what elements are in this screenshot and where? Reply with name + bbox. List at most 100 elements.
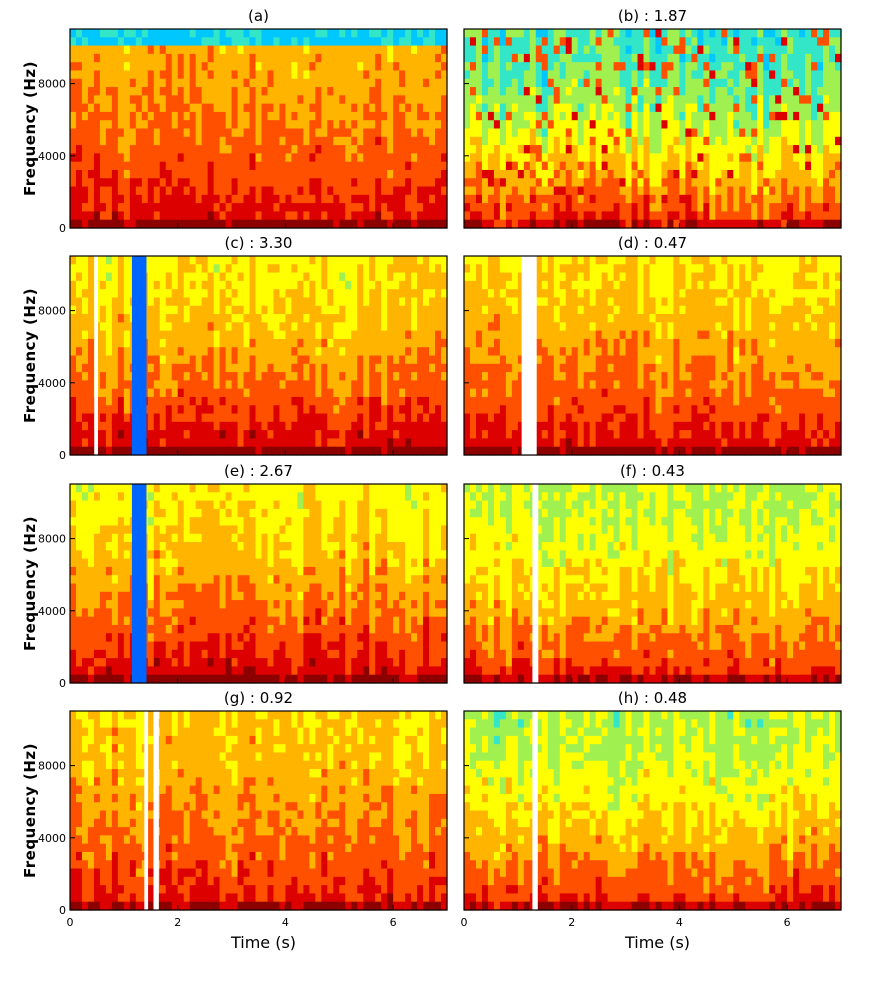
heatmap-cell <box>345 136 352 146</box>
heatmap-cell <box>399 289 406 299</box>
heatmap-cell <box>475 264 483 274</box>
heatmap-cell <box>405 396 412 406</box>
heatmap-cell <box>703 78 710 88</box>
heatmap-cell <box>351 388 358 398</box>
heatmap-cell <box>231 203 239 213</box>
heatmap-cell <box>117 446 125 456</box>
heatmap-cell <box>441 388 448 398</box>
heatmap-cell <box>327 413 334 423</box>
heatmap-cell <box>441 194 448 204</box>
heatmap-cell <box>165 305 173 315</box>
heatmap-cell <box>267 111 275 121</box>
heatmap-cell <box>405 372 412 381</box>
heatmap-cell <box>511 186 519 196</box>
heatmap-cell <box>249 289 257 299</box>
heatmap-cell <box>499 78 507 88</box>
heatmap-cell <box>363 372 370 381</box>
heatmap-cell <box>345 169 352 179</box>
heatmap-cell <box>631 161 639 171</box>
heatmap-cell <box>781 87 788 96</box>
heatmap-cell <box>631 29 639 38</box>
heatmap-cell <box>207 396 215 406</box>
heatmap-cell <box>625 169 633 179</box>
heatmap-cell <box>559 264 567 274</box>
heatmap-cell <box>733 219 740 229</box>
heatmap-cell <box>487 87 495 96</box>
heatmap-cell <box>387 314 394 323</box>
heatmap-cell <box>523 78 531 88</box>
heatmap-cell <box>327 280 334 290</box>
heatmap-cell <box>345 380 352 390</box>
heatmap-cell <box>237 446 245 456</box>
heatmap-cell <box>399 29 406 38</box>
heatmap-cell <box>571 161 579 171</box>
heatmap-cell <box>165 186 173 196</box>
heatmap-cell <box>87 219 95 229</box>
heatmap-cell <box>243 219 251 229</box>
heatmap-cell <box>339 78 346 88</box>
heatmap-cell <box>123 37 131 47</box>
heatmap-cell <box>243 203 251 213</box>
heatmap-cell <box>249 256 257 265</box>
heatmap-cell <box>231 446 239 456</box>
heatmap-cell <box>595 45 603 55</box>
heatmap-cell <box>547 280 555 290</box>
heatmap-cell <box>171 289 179 299</box>
heatmap-cell <box>499 272 507 282</box>
heatmap-cell <box>417 338 424 348</box>
heatmap-cell <box>213 128 221 138</box>
heatmap-cell <box>475 256 483 265</box>
heatmap-cell <box>225 87 233 96</box>
heatmap-cell <box>499 70 507 80</box>
heatmap-cell <box>655 120 663 130</box>
heatmap-cell <box>129 62 137 72</box>
heatmap-cell <box>441 169 448 179</box>
heatmap-cell <box>129 178 137 188</box>
heatmap-cell <box>183 372 191 381</box>
heatmap-cell <box>493 289 501 299</box>
heatmap-cell <box>411 289 418 299</box>
heatmap-cell <box>99 103 107 113</box>
heatmap-cell <box>541 169 549 179</box>
heatmap-cell <box>375 347 382 357</box>
heatmap-cell <box>315 338 322 348</box>
heatmap-cell <box>481 186 489 196</box>
heatmap-cell <box>141 194 149 204</box>
heatmap-cell <box>255 430 263 440</box>
heatmap-cell <box>481 272 489 282</box>
heatmap-cell <box>769 178 776 188</box>
heatmap-cell <box>183 78 191 88</box>
heatmap-cell <box>625 37 633 47</box>
heatmap-cell <box>297 161 304 171</box>
heatmap-cell <box>195 421 203 431</box>
heatmap-cell <box>249 194 257 204</box>
heatmap-cell <box>321 178 328 188</box>
heatmap-cell <box>435 264 442 274</box>
heatmap-cell <box>75 256 83 265</box>
heatmap-cell <box>763 53 770 63</box>
heatmap-cell <box>541 111 549 121</box>
heatmap-cell <box>399 128 406 138</box>
heatmap-cell <box>291 396 298 406</box>
heatmap-cell <box>655 37 663 47</box>
heatmap-cell <box>781 70 788 80</box>
heatmap-cell <box>589 136 597 146</box>
heatmap-cell <box>811 145 818 154</box>
heatmap-cell <box>441 45 448 55</box>
heatmap-cell <box>435 194 442 204</box>
heatmap-cell <box>225 256 233 265</box>
heatmap-cell <box>87 145 95 154</box>
heatmap-cell <box>601 186 609 196</box>
heatmap-cell <box>511 347 519 357</box>
heatmap-cell <box>541 264 549 274</box>
heatmap-cell <box>375 446 382 456</box>
heatmap-cell <box>799 203 806 213</box>
heatmap-cell <box>481 314 489 323</box>
heatmap-cell <box>535 347 543 357</box>
heatmap-cell <box>823 29 830 38</box>
heatmap-cell <box>117 322 125 332</box>
heatmap-cell <box>381 62 388 72</box>
heatmap-cell <box>679 87 687 96</box>
heatmap-cell <box>715 161 722 171</box>
heatmap-cell <box>201 70 209 80</box>
